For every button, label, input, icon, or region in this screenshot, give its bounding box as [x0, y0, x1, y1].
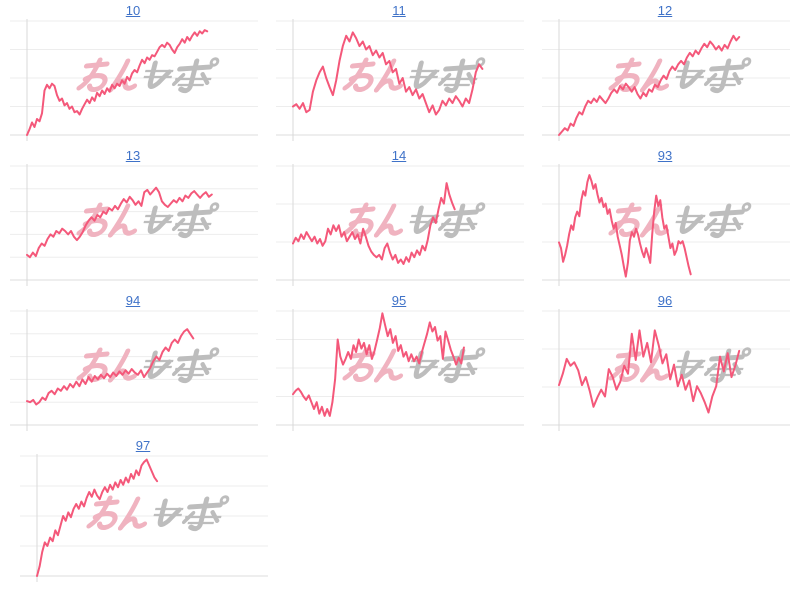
- chart-cell: 96: [532, 290, 798, 435]
- minrepo-watermark-icon: [78, 204, 218, 236]
- chart-number-link[interactable]: 96: [657, 293, 673, 308]
- chart-title: 95: [266, 293, 532, 309]
- chart-title: 11: [266, 3, 532, 19]
- chart-title: 93: [532, 148, 798, 164]
- sparkline-chart: [276, 164, 524, 286]
- chart-title: 13: [0, 148, 266, 164]
- price-sparkline: [26, 328, 195, 406]
- chart-title: 14: [266, 148, 532, 164]
- sparkline-chart: [10, 309, 258, 431]
- chart-cell: 10: [0, 0, 266, 145]
- sparkline-chart: [276, 19, 524, 141]
- chart-title: 97: [10, 438, 276, 454]
- chart-title: 12: [532, 3, 798, 19]
- price-sparkline: [558, 329, 741, 414]
- sparkline-chart: [542, 19, 790, 141]
- minrepo-watermark-icon: [344, 59, 484, 91]
- chart-cell: 11: [266, 0, 532, 145]
- chart-title: 10: [0, 3, 266, 19]
- sparkline-chart: [542, 164, 790, 286]
- price-sparkline: [558, 34, 741, 136]
- chart-number-link[interactable]: 11: [392, 3, 406, 18]
- sparkline-chart: [20, 454, 268, 582]
- chart-cell: 97: [10, 435, 276, 596]
- price-sparkline: [26, 186, 213, 259]
- chart-number-link[interactable]: 94: [125, 293, 141, 308]
- chart-number-link[interactable]: 97: [135, 438, 151, 453]
- chart-title: 96: [532, 293, 798, 309]
- chart-cell: 13: [0, 145, 266, 290]
- chart-cell: 14: [266, 145, 532, 290]
- chart-number-link[interactable]: 10: [125, 3, 141, 18]
- minrepo-watermark-icon: [88, 497, 228, 529]
- sparkline-chart: [276, 309, 524, 431]
- chart-number-link[interactable]: 95: [391, 293, 407, 308]
- minrepo-watermark-icon: [344, 204, 484, 236]
- price-sparkline: [292, 312, 465, 417]
- chart-cell: 93: [532, 145, 798, 290]
- minrepo-watermark-icon: [610, 204, 750, 236]
- chart-title: 94: [0, 293, 266, 309]
- minrepo-watermark-icon: [610, 59, 750, 91]
- price-sparkline: [292, 182, 456, 265]
- sparkline-chart: [10, 19, 258, 141]
- price-sparkline: [36, 458, 159, 577]
- chart-number-link[interactable]: 12: [657, 3, 673, 18]
- sparkline-chart: [542, 309, 790, 431]
- minrepo-watermark-icon: [78, 59, 218, 91]
- chart-number-link[interactable]: 13: [125, 148, 141, 163]
- sparkline-chart: [10, 164, 258, 286]
- chart-cell: 12: [532, 0, 798, 145]
- chart-cell: 95: [266, 290, 532, 435]
- price-sparkline: [26, 29, 209, 136]
- chart-cell: 94: [0, 290, 266, 435]
- price-sparkline: [558, 174, 692, 278]
- price-sparkline: [292, 31, 484, 116]
- chart-number-link[interactable]: 93: [657, 148, 673, 163]
- chart-number-link[interactable]: 14: [391, 148, 407, 163]
